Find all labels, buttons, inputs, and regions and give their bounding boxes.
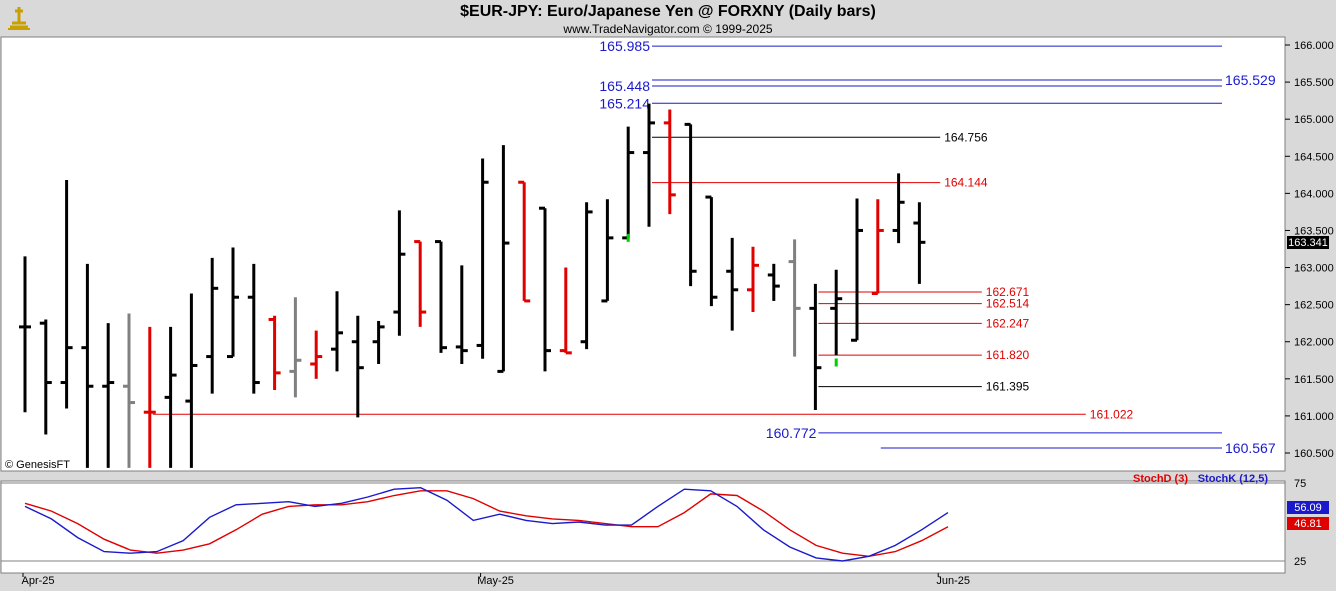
level-label: 162.671 [986, 285, 1030, 299]
chart-title: $EUR-JPY: Euro/Japanese Yen @ FORXNY (Da… [460, 3, 876, 20]
last-price-label: 163.341 [1288, 237, 1328, 249]
level-label: 161.395 [986, 380, 1030, 394]
chart-subtitle: www.TradeNavigator.com © 1999-2025 [563, 22, 773, 36]
level-label: 165.529 [1225, 72, 1276, 88]
date-axis-label: Jun-25 [936, 575, 970, 587]
chart-header: $EUR-JPY: Euro/Japanese Yen @ FORXNY (Da… [0, 0, 1336, 36]
price-axis-label: 165.000 [1294, 114, 1334, 126]
stoch-last-label: 56.09 [1294, 502, 1322, 514]
price-axis-label: 166.000 [1294, 40, 1334, 52]
last-price-badge: 163.341 [1287, 236, 1329, 249]
stoch-axis-label: 75 [1294, 478, 1306, 490]
watermark-label: © GenesisFT [5, 459, 70, 471]
level-label: 164.144 [944, 176, 988, 190]
price-axis-label: 162.500 [1294, 300, 1334, 312]
stochd-legend: StochD (3) [1133, 473, 1188, 485]
price-panel [0, 36, 1286, 472]
price-axis-label: 162.000 [1294, 337, 1334, 349]
stochk-legend: StochK (12,5) [1198, 473, 1269, 485]
price-axis-label: 164.500 [1294, 151, 1334, 163]
price-axis-label: 160.500 [1294, 448, 1334, 460]
level-label: 164.756 [944, 130, 988, 144]
level-label: 165.214 [599, 95, 650, 111]
level-label: 165.448 [599, 78, 650, 94]
level-label: 165.985 [599, 38, 650, 54]
price-axis-label: 164.000 [1294, 188, 1334, 200]
trade-navigator-logo-icon [5, 4, 33, 32]
stoch-last-badge [1287, 501, 1329, 514]
stoch-series-line [24, 486, 949, 562]
stochastic-lines: 75 25 46.81 56.09 [1, 478, 1329, 568]
price-axis-label: 163.500 [1294, 225, 1334, 237]
price-bars [19, 103, 926, 468]
price-axis: 166.000 165.500 165.000 164.500 164.000 163.5… [1285, 40, 1334, 460]
stoch-last-label: 46.81 [1294, 518, 1322, 530]
stoch-last-badge [1287, 517, 1329, 530]
date-axis: Apr-25 May-25 Jun-25 [21, 573, 970, 587]
price-axis-label: 161.500 [1294, 374, 1334, 386]
level-label: 160.772 [766, 425, 817, 441]
date-axis-label: May-25 [477, 575, 514, 587]
level-label: 161.022 [1090, 407, 1134, 421]
price-axis-label: 165.500 [1294, 77, 1334, 89]
date-axis-label: Apr-25 [21, 575, 54, 587]
level-label: 160.567 [1225, 440, 1276, 456]
stoch-series-line [24, 490, 949, 558]
stoch-axis-label: 25 [1294, 556, 1306, 568]
level-label: 162.247 [986, 316, 1030, 330]
price-axis-label: 163.000 [1294, 263, 1334, 275]
level-label: 161.820 [986, 348, 1030, 362]
price-axis-label: 161.000 [1294, 411, 1334, 423]
level-label: 162.514 [986, 297, 1030, 311]
